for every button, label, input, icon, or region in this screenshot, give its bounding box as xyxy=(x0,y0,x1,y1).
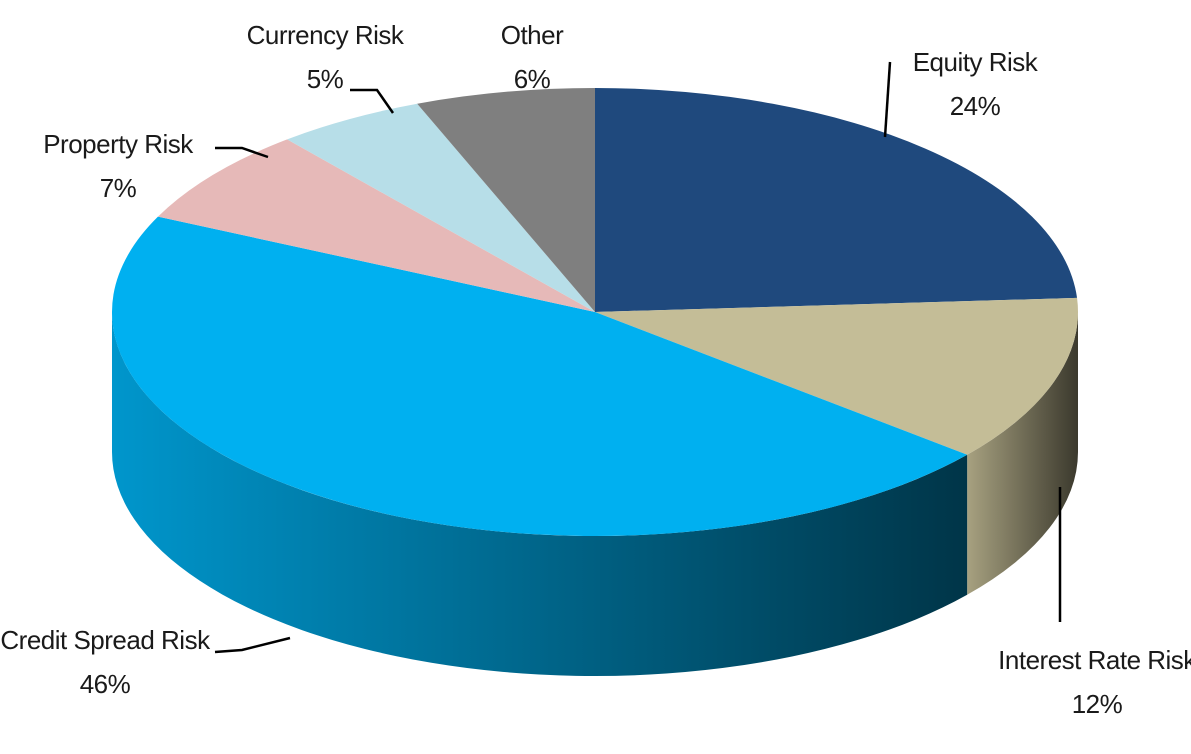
slice-label: Property Risk 7% xyxy=(8,122,228,210)
slice-value: 5% xyxy=(306,64,344,94)
slice-value: 24% xyxy=(949,91,1001,121)
pie-slice xyxy=(595,297,1078,455)
slice-value: 12% xyxy=(1071,689,1123,719)
pie-slice xyxy=(417,88,595,312)
pie-slice-side xyxy=(967,312,1078,595)
leader-line xyxy=(350,88,395,114)
leader-line xyxy=(883,61,892,138)
slice-label: Currency Risk 5% xyxy=(215,13,435,101)
slice-name: Equity Risk xyxy=(912,47,1038,77)
slice-label: Interest Rate Risk 12% xyxy=(997,638,1191,726)
slice-label: Equity Risk 24% xyxy=(875,40,1075,128)
slice-value: 46% xyxy=(79,669,131,699)
pie-slice xyxy=(595,88,1078,312)
slice-label: Credit Spread Risk 46% xyxy=(0,618,210,706)
slice-name: Currency Risk xyxy=(246,20,404,50)
leader-line xyxy=(214,636,291,654)
leader-lines xyxy=(214,61,1062,654)
pie-slice xyxy=(287,103,595,312)
pie-sides xyxy=(112,312,1078,677)
slice-name: Other xyxy=(500,20,564,50)
slice-name: Interest Rate Risk xyxy=(998,645,1191,675)
slice-value: 7% xyxy=(99,173,137,203)
slice-name: Property Risk xyxy=(43,129,193,159)
slice-name: Credit Spread Risk xyxy=(0,625,210,655)
pie xyxy=(112,88,1078,677)
pie-slice xyxy=(157,139,595,312)
slice-value: 6% xyxy=(513,64,551,94)
pie-slice xyxy=(112,216,968,536)
leader-line xyxy=(215,146,269,159)
pie-tops xyxy=(112,88,1078,536)
pie-slice-side xyxy=(112,312,968,677)
slice-label: Other 6% xyxy=(472,13,592,101)
